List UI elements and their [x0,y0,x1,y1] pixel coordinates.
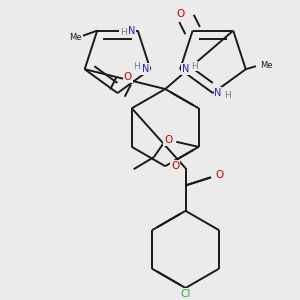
Text: O: O [215,170,223,180]
Text: O: O [164,135,172,145]
Text: N: N [142,64,149,74]
Text: O: O [176,9,184,20]
Text: H: H [133,62,140,71]
Text: H: H [224,91,230,100]
Text: Me: Me [260,61,272,70]
Text: Cl: Cl [180,289,191,299]
Text: H: H [191,62,198,71]
Text: H: H [120,28,127,37]
Text: N: N [128,26,135,36]
Text: O: O [171,161,179,171]
Text: N: N [214,88,222,98]
Text: O: O [124,72,132,82]
Text: Me: Me [69,33,81,42]
Text: N: N [182,64,189,74]
